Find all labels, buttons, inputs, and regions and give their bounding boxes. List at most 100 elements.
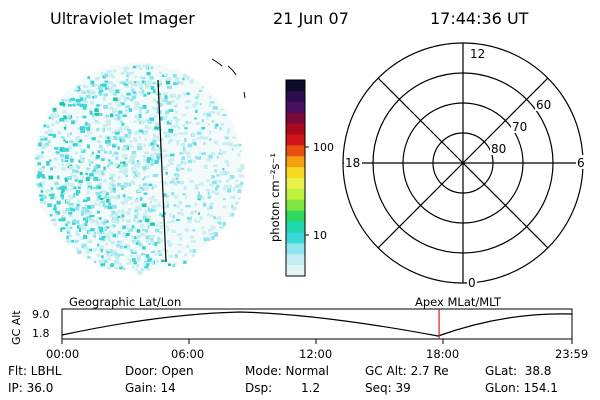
image-pixel xyxy=(120,201,126,205)
image-pixel xyxy=(144,151,150,154)
image-pixel xyxy=(128,228,133,232)
image-pixel xyxy=(117,215,121,219)
image-pixel xyxy=(159,225,163,229)
image-pixel xyxy=(161,259,165,263)
image-pixel xyxy=(65,223,68,227)
image-pixel xyxy=(141,219,145,222)
image-pixel xyxy=(132,250,137,253)
image-pixel xyxy=(211,120,215,123)
image-pixel xyxy=(162,193,167,197)
image-pixel xyxy=(118,81,122,85)
image-pixel xyxy=(213,216,216,219)
image-pixel xyxy=(52,166,57,169)
image-pixel xyxy=(40,136,45,139)
image-pixel xyxy=(152,205,155,210)
image-pixel xyxy=(229,142,233,147)
image-pixel xyxy=(208,154,213,159)
image-pixel xyxy=(227,188,232,193)
image-pixel xyxy=(43,124,47,128)
image-pixel xyxy=(220,151,225,155)
image-pixel xyxy=(69,226,73,230)
image-pixel xyxy=(114,195,119,200)
image-pixel xyxy=(129,98,134,102)
colorbar-band xyxy=(286,156,305,168)
image-pixel xyxy=(85,172,89,176)
image-pixel xyxy=(39,168,45,172)
image-pixel xyxy=(207,123,210,126)
image-pixel xyxy=(65,188,69,193)
image-pixel xyxy=(109,176,114,180)
image-pixel xyxy=(190,210,194,215)
image-pixel xyxy=(117,146,120,150)
image-pixel xyxy=(100,263,106,267)
image-pixel xyxy=(113,136,118,141)
seq-readout: Seq: 39 xyxy=(365,381,411,395)
image-pixel xyxy=(108,163,111,166)
image-pixel xyxy=(150,162,155,166)
image-pixel xyxy=(52,196,58,200)
image-pixel xyxy=(64,159,69,162)
image-pixel xyxy=(79,103,84,107)
image-pixel xyxy=(199,103,202,106)
image-pixel xyxy=(149,155,155,160)
image-pixel xyxy=(135,101,140,106)
image-pixel xyxy=(222,168,225,171)
image-pixel xyxy=(113,69,117,73)
image-pixel xyxy=(122,267,126,270)
timeline-frame xyxy=(61,308,573,340)
image-pixel xyxy=(82,84,85,88)
image-pixel xyxy=(37,184,41,188)
image-pixel xyxy=(226,162,230,167)
image-pixel xyxy=(68,202,73,206)
image-pixel xyxy=(55,152,60,156)
image-pixel xyxy=(171,178,176,182)
image-pixel xyxy=(136,264,140,268)
image-pixel xyxy=(112,250,117,254)
image-pixel xyxy=(120,71,125,75)
image-pixel xyxy=(65,181,70,186)
x-tick-label: 12:00 xyxy=(299,347,332,361)
image-pixel xyxy=(93,219,98,223)
image-pixel xyxy=(93,260,97,264)
colorbar-band xyxy=(286,178,305,190)
image-pixel xyxy=(68,104,73,107)
image-pixel xyxy=(143,143,146,147)
image-pixel xyxy=(91,137,96,141)
image-pixel xyxy=(103,195,109,199)
image-pixel xyxy=(173,124,179,128)
image-pixel xyxy=(196,131,202,135)
image-pixel xyxy=(205,117,209,120)
image-pixel xyxy=(38,142,42,147)
image-pixel xyxy=(180,208,184,211)
image-pixel xyxy=(75,170,79,174)
image-pixel xyxy=(159,231,164,235)
image-pixel xyxy=(79,154,82,159)
image-pixel xyxy=(75,137,80,142)
image-pixel xyxy=(78,183,82,187)
image-pixel xyxy=(199,135,204,140)
image-pixel xyxy=(180,143,186,147)
image-pixel xyxy=(133,175,136,179)
image-pixel xyxy=(98,217,102,220)
image-pixel xyxy=(124,85,129,88)
image-pixel xyxy=(164,155,170,158)
image-pixel xyxy=(77,139,83,143)
image-pixel xyxy=(212,106,218,110)
image-pixel xyxy=(107,81,112,84)
image-pixel xyxy=(54,113,58,118)
image-pixel xyxy=(154,135,159,139)
image-pixel xyxy=(192,139,196,143)
image-pixel xyxy=(231,148,234,151)
image-pixel xyxy=(124,108,130,112)
image-pixel xyxy=(153,142,157,145)
image-pixel xyxy=(190,240,196,243)
image-pixel xyxy=(190,158,193,162)
image-pixel xyxy=(216,174,220,177)
image-pixel xyxy=(228,177,232,180)
colorbar-frame xyxy=(285,79,306,277)
image-pixel xyxy=(106,249,112,252)
image-pixel xyxy=(138,66,141,70)
image-pixel xyxy=(104,205,109,209)
image-pixel xyxy=(144,80,147,85)
image-pixel xyxy=(144,132,147,135)
